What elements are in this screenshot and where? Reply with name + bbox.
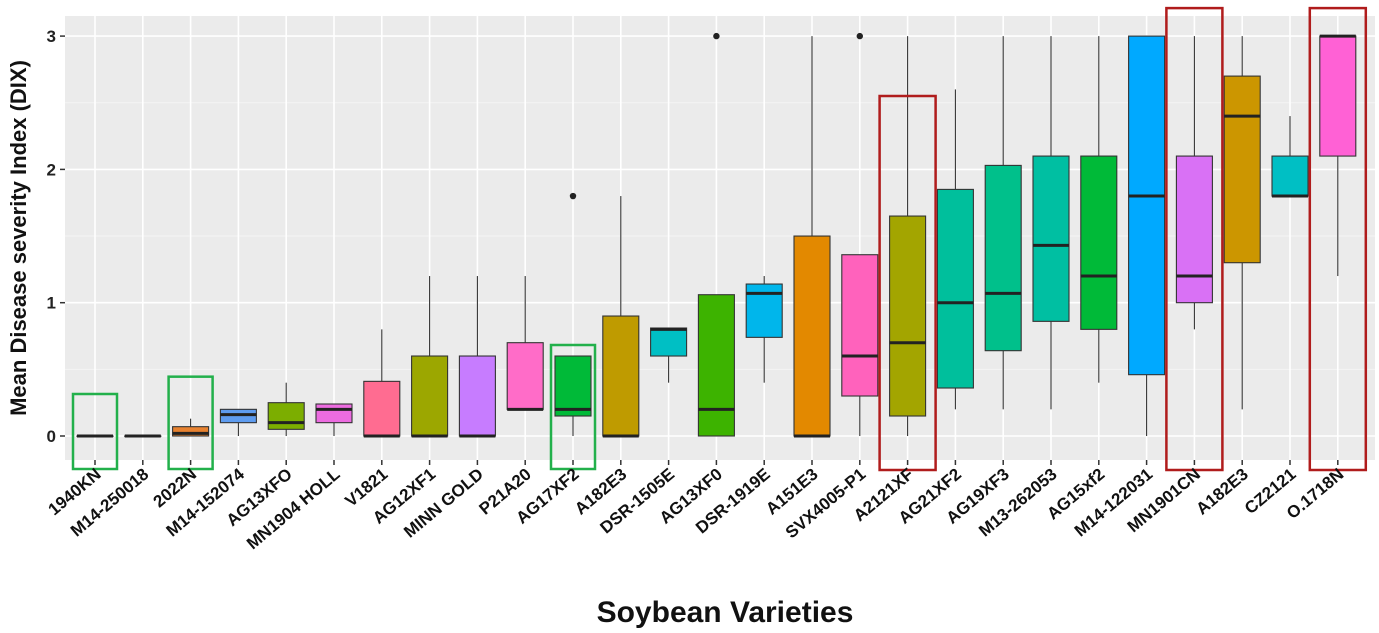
box-iqr xyxy=(936,188,974,389)
box-dsr-1919e xyxy=(745,276,783,383)
box-iqr xyxy=(1271,155,1309,197)
box-m14-152074 xyxy=(219,408,257,436)
box-minn-gold xyxy=(458,276,496,438)
box-iqr xyxy=(984,164,1022,352)
y-tick-label: 0 xyxy=(47,427,56,446)
box-iqr xyxy=(602,315,640,437)
highlight-frame-green xyxy=(71,392,119,471)
box-a182e3 xyxy=(1223,36,1261,410)
box-p21a20 xyxy=(506,276,544,411)
outlier-point xyxy=(713,32,720,40)
box-m14-122031 xyxy=(1128,35,1166,436)
y-tick-label: 1 xyxy=(47,294,56,313)
box-ag21xf2 xyxy=(936,89,974,410)
box-ag15xf2 xyxy=(1080,36,1118,383)
box-ag13xf0 xyxy=(697,32,735,437)
boxes-layer xyxy=(76,32,1357,438)
highlight-frame-red xyxy=(1165,6,1224,472)
outlier-point xyxy=(569,192,577,200)
y-axis-ticks: 0 1 2 3 xyxy=(47,27,65,446)
box-dsr-1505e xyxy=(650,327,688,383)
box-iqr xyxy=(458,355,496,437)
box-iqr xyxy=(697,294,735,437)
box-iqr xyxy=(1128,35,1166,376)
highlight-frame-red xyxy=(1308,6,1368,472)
box-iqr xyxy=(554,355,592,417)
box-o-1718n xyxy=(1319,34,1357,277)
box-a151e3 xyxy=(793,36,831,438)
box-iqr xyxy=(172,426,210,437)
box-iqr xyxy=(650,327,688,357)
box-ag12xf1 xyxy=(411,276,449,438)
highlight-frame-green xyxy=(549,343,597,471)
box-svx4005-p1 xyxy=(841,32,879,436)
box-iqr xyxy=(889,215,927,417)
box-cz2121 xyxy=(1271,116,1309,198)
box-m14-250018 xyxy=(124,434,162,438)
box-a2121xf xyxy=(889,36,927,436)
highlight-frames xyxy=(71,6,1368,472)
box-iqr xyxy=(793,235,831,437)
box-iqr xyxy=(1223,75,1261,264)
box-iqr xyxy=(1080,155,1118,330)
highlight-frame-red xyxy=(878,94,937,472)
box-iqr xyxy=(1032,155,1070,322)
box-v1821 xyxy=(363,329,401,438)
box-m13-262053 xyxy=(1032,36,1070,410)
outlier-point xyxy=(856,32,863,40)
highlight-frame-green xyxy=(167,375,214,471)
x-tick-label: A182E3 xyxy=(1192,465,1251,519)
box-iqr xyxy=(1175,155,1213,304)
box-iqr xyxy=(841,254,879,397)
box-a182e3 xyxy=(602,196,640,438)
box-iqr xyxy=(363,380,401,437)
y-tick-label: 3 xyxy=(47,27,56,46)
y-axis-title: Mean Disease severity Index (DIX) xyxy=(6,60,31,416)
x-axis-title: Soybean Varieties xyxy=(597,596,854,629)
box-1940kn xyxy=(76,434,114,438)
box-2022n xyxy=(172,418,210,437)
box-mn1904-holl xyxy=(315,403,353,436)
box-mn1901cn xyxy=(1175,36,1213,330)
box-iqr xyxy=(315,403,353,424)
box-iqr xyxy=(267,402,305,430)
box-ag19xf3 xyxy=(984,36,1022,410)
x-axis-ticks: 1940KNM14-2500182022NM14-152074AG13XFOMN… xyxy=(45,460,1347,553)
box-iqr xyxy=(411,355,449,437)
box-ag17xf2 xyxy=(554,192,592,436)
box-iqr xyxy=(1319,35,1357,157)
box-ag13xfo xyxy=(267,382,305,436)
box-iqr xyxy=(506,342,544,410)
y-tick-label: 2 xyxy=(47,160,56,179)
